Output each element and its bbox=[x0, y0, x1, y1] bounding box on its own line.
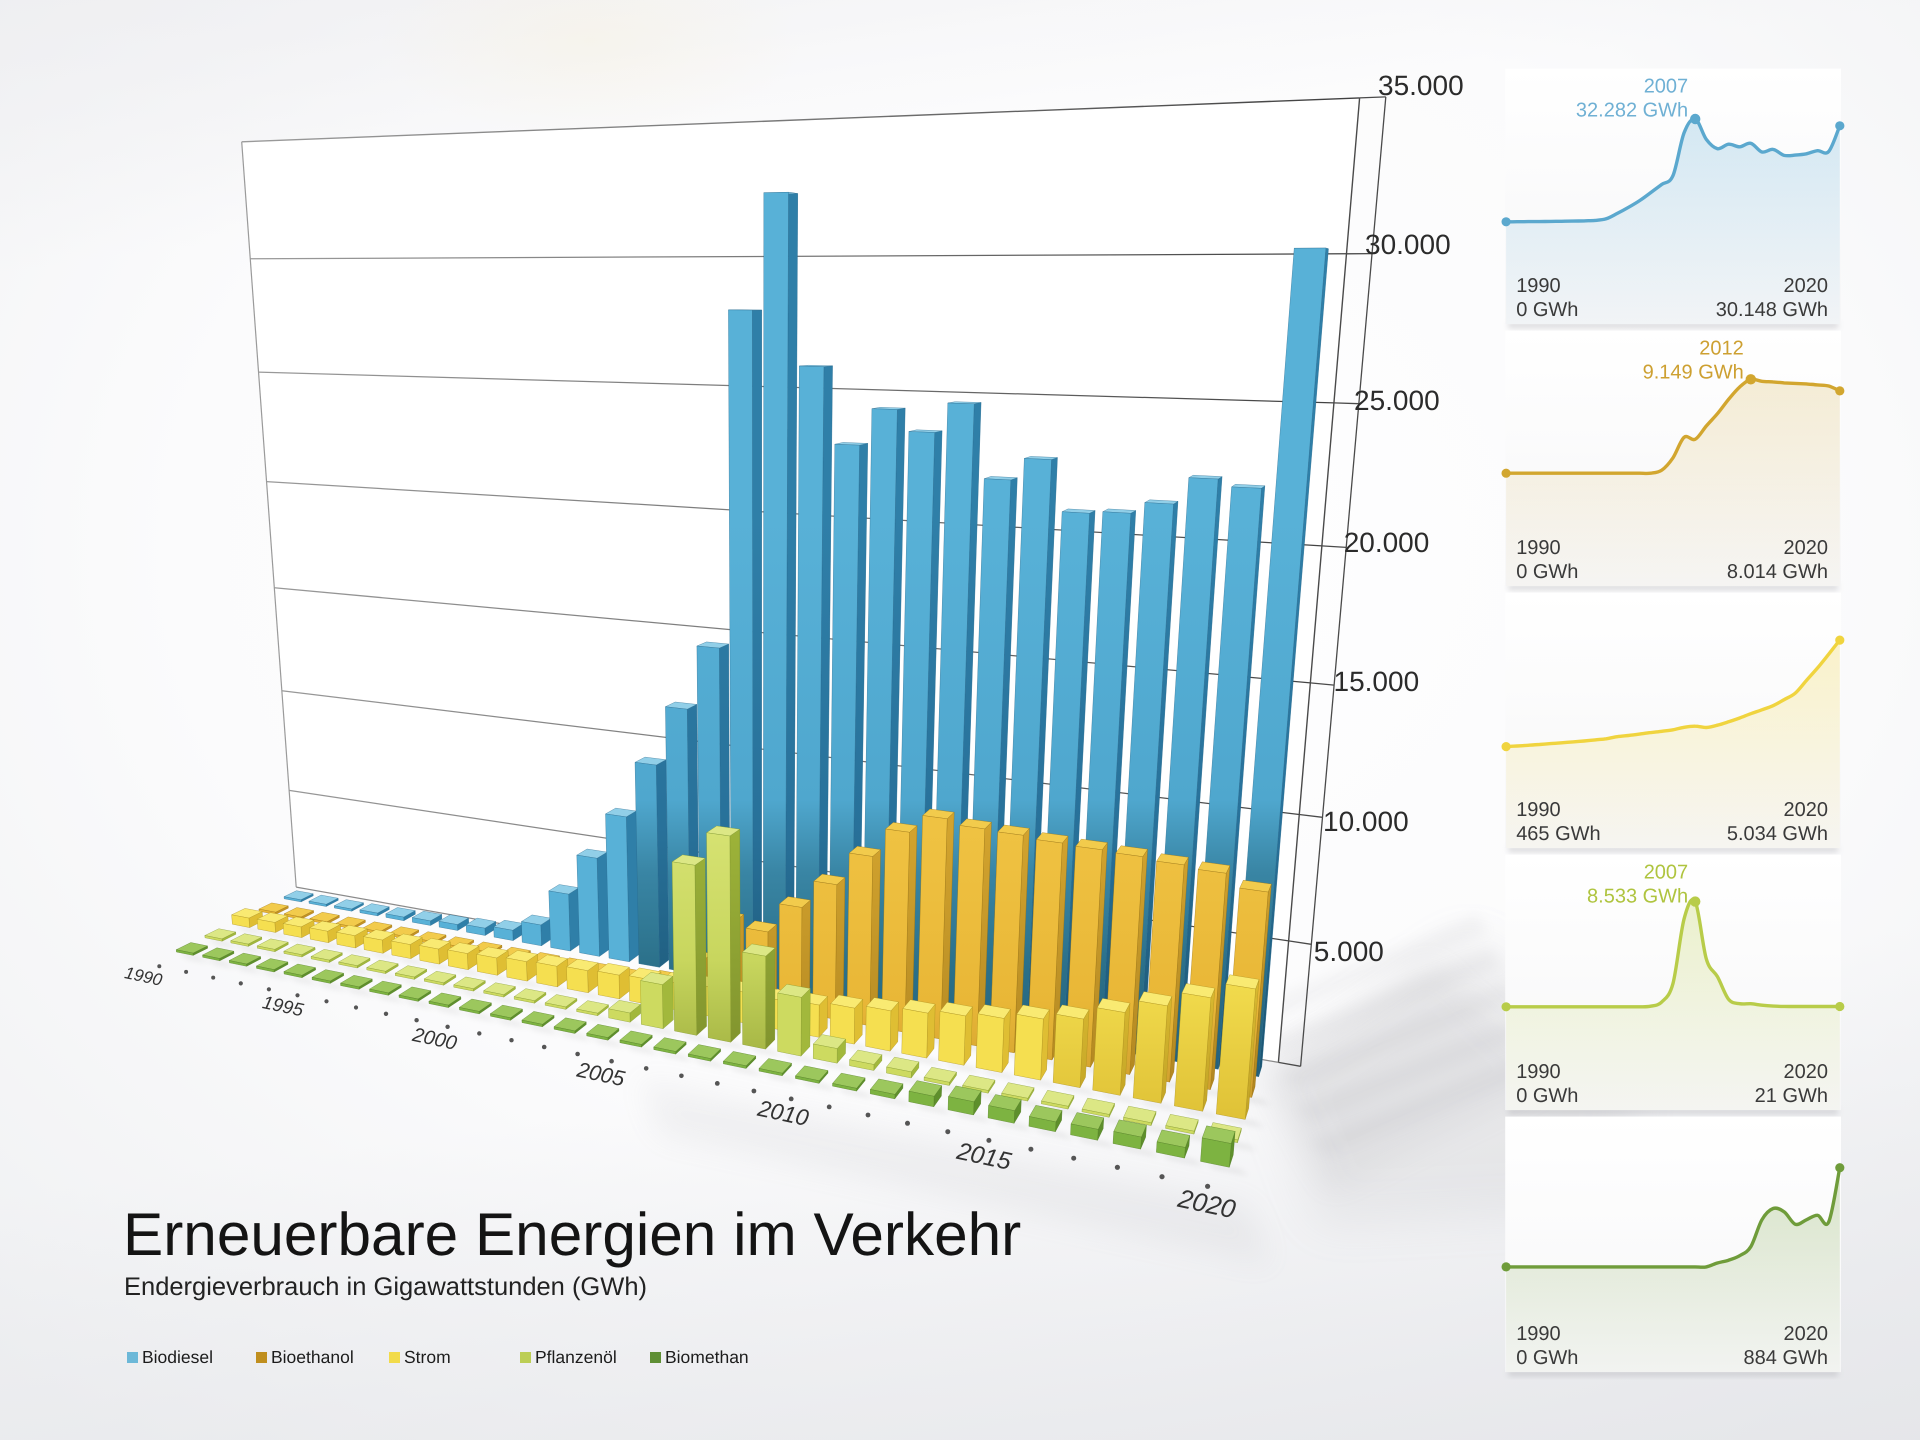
svg-text:Endergieverbrauch in Gigawatts: Endergieverbrauch in Gigawattstunden (GW… bbox=[124, 1273, 647, 1301]
svg-text:Pflanzenöl: Pflanzenöl bbox=[535, 1347, 617, 1367]
svg-text:2020: 2020 bbox=[1784, 1061, 1829, 1083]
svg-text:Erneuerbare Energien im Verkeh: Erneuerbare Energien im Verkehr bbox=[123, 1200, 1021, 1268]
svg-text:32.282 GWh: 32.282 GWh bbox=[1576, 100, 1688, 122]
svg-text:2000: 2000 bbox=[410, 1024, 459, 1055]
svg-text:21 GWh: 21 GWh bbox=[1755, 1085, 1828, 1107]
svg-text:0 GWh: 0 GWh bbox=[1516, 299, 1578, 321]
svg-text:1990: 1990 bbox=[1516, 275, 1561, 297]
svg-text:2020: 2020 bbox=[1784, 799, 1829, 821]
svg-text:0 GWh: 0 GWh bbox=[1516, 1347, 1578, 1369]
svg-text:2007: 2007 bbox=[1644, 76, 1689, 98]
svg-text:25.000: 25.000 bbox=[1354, 385, 1440, 416]
svg-text:1990: 1990 bbox=[1516, 1061, 1561, 1083]
svg-text:Biodiesel: Biodiesel bbox=[142, 1347, 213, 1367]
svg-text:9.149 GWh: 9.149 GWh bbox=[1643, 362, 1744, 384]
svg-text:0 GWh: 0 GWh bbox=[1516, 561, 1578, 583]
svg-text:8.014 GWh: 8.014 GWh bbox=[1727, 561, 1828, 583]
svg-text:884 GWh: 884 GWh bbox=[1744, 1347, 1828, 1369]
svg-text:30.000: 30.000 bbox=[1365, 229, 1451, 260]
svg-text:465 GWh: 465 GWh bbox=[1516, 823, 1600, 845]
svg-text:10.000: 10.000 bbox=[1323, 806, 1409, 837]
svg-text:20.000: 20.000 bbox=[1344, 527, 1430, 558]
svg-text:1990: 1990 bbox=[1516, 1323, 1561, 1345]
svg-text:35.000: 35.000 bbox=[1378, 70, 1464, 101]
svg-text:15.000: 15.000 bbox=[1334, 666, 1420, 697]
svg-text:2020: 2020 bbox=[1784, 1323, 1829, 1345]
svg-text:8.533 GWh: 8.533 GWh bbox=[1587, 886, 1688, 908]
svg-text:1990: 1990 bbox=[1516, 537, 1561, 559]
svg-text:0 GWh: 0 GWh bbox=[1516, 1085, 1578, 1107]
svg-text:5.034 GWh: 5.034 GWh bbox=[1727, 823, 1828, 845]
svg-text:Biomethan: Biomethan bbox=[665, 1347, 749, 1367]
svg-text:2007: 2007 bbox=[1644, 862, 1689, 884]
svg-text:2012: 2012 bbox=[1699, 338, 1744, 360]
svg-text:5.000: 5.000 bbox=[1314, 936, 1384, 967]
svg-text:1990: 1990 bbox=[1516, 799, 1561, 821]
svg-text:30.148 GWh: 30.148 GWh bbox=[1716, 299, 1828, 321]
svg-text:2020: 2020 bbox=[1784, 537, 1829, 559]
svg-text:2005: 2005 bbox=[574, 1057, 628, 1091]
svg-text:2020: 2020 bbox=[1784, 275, 1829, 297]
svg-text:Bioethanol: Bioethanol bbox=[271, 1347, 354, 1367]
svg-text:Strom: Strom bbox=[404, 1347, 451, 1367]
